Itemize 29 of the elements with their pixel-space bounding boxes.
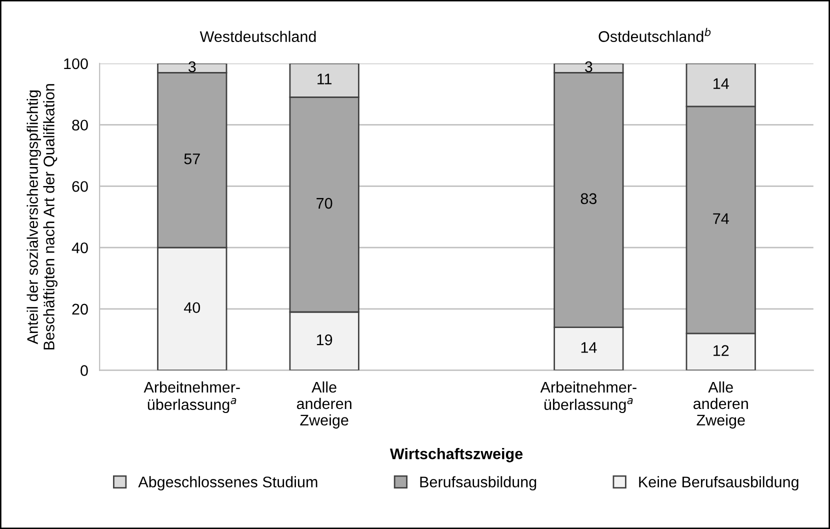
y-tick-label: 20 [72, 304, 88, 315]
data-label: 70 [316, 198, 332, 209]
data-label: 14 [714, 78, 729, 89]
x-tick-label: Arbeitnehmer- überlassung$^{a}$ [540, 381, 636, 414]
data-label: 74 [713, 213, 729, 224]
data-label: 57 [184, 154, 200, 164]
text: Ostdeutschland$^{b}$ [598, 28, 711, 42]
data-label: 19 [316, 334, 332, 346]
x-axis-title: Wirtschaftszweige [390, 448, 523, 462]
data-label: 14 [581, 342, 597, 353]
text: Westdeutschland [200, 30, 316, 42]
legend-label: Berufsausbildung [420, 476, 536, 490]
data-label: 40 [184, 302, 200, 314]
y-axis-title: Anteil der sozialversicherungspflichtig Beschäftigten nach Art der Qualifikation [26, 84, 58, 350]
x-tick-label: Alle anderen Zweige [693, 381, 748, 429]
x-tick-label: Arbeitnehmer- überlassung$^{a}$ [144, 381, 240, 414]
x-tick-label: Alle anderen Zweige [296, 381, 352, 429]
y-tick-label: 60 [72, 181, 88, 192]
legend-label: Abgeschlossenes Studium [138, 476, 318, 490]
data-label: 3 [188, 61, 196, 72]
y-tick-label: 40 [72, 242, 88, 254]
legend-label: Keine Berufsausbildung [639, 476, 798, 490]
data-label: 83 [580, 193, 597, 204]
data-label: 3 [585, 61, 592, 72]
y-tick-label: 80 [72, 120, 88, 131]
y-tick-label: 100 [64, 58, 88, 70]
data-label: 12 [714, 345, 729, 356]
data-label: 11 [318, 74, 332, 84]
y-tick-label: 0 [80, 365, 88, 376]
